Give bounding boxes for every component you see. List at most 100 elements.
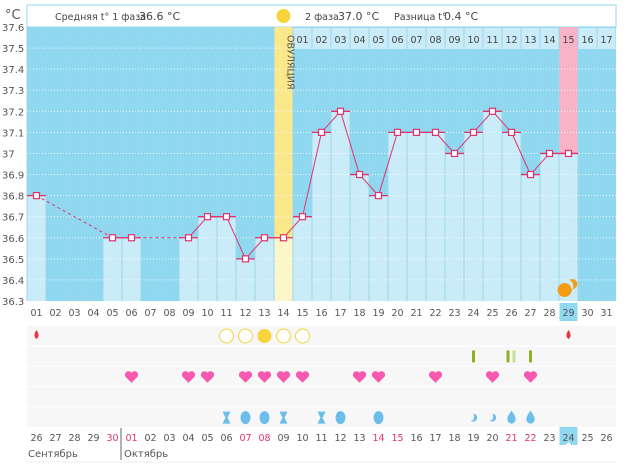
calendar-date-label: 12 bbox=[334, 433, 346, 444]
temperature-point bbox=[564, 149, 573, 158]
temperature-point bbox=[412, 128, 421, 136]
y-tick-label: 36.9 bbox=[2, 171, 24, 182]
calendar-date-label: 26 bbox=[30, 433, 42, 444]
phase2-day-cell bbox=[388, 28, 407, 49]
phase2-label: 2 фаза bbox=[305, 12, 339, 23]
heart-icon bbox=[523, 371, 538, 383]
temperature-point bbox=[336, 107, 345, 115]
heart-icon bbox=[276, 371, 291, 383]
cycle-day-label: 20 bbox=[391, 308, 403, 319]
mucus-creamy-icon bbox=[259, 411, 270, 425]
temperature-point bbox=[507, 128, 516, 136]
phase2-day-label: 03 bbox=[334, 35, 346, 46]
temperature-point bbox=[108, 234, 117, 242]
temperature-point bbox=[298, 213, 307, 221]
y-tick-label: 36.6 bbox=[2, 234, 24, 245]
calendar-date-label: 17 bbox=[429, 433, 441, 444]
phase2-day-label: 01 bbox=[296, 35, 308, 46]
temperature-point bbox=[260, 234, 269, 242]
calendar-date-label: 18 bbox=[448, 433, 460, 444]
cycle-day-label: 19 bbox=[372, 308, 384, 319]
calendar-date-label: 13 bbox=[353, 433, 365, 444]
cycle-day-label: 18 bbox=[353, 308, 365, 319]
cycle-day-label: 26 bbox=[505, 308, 517, 319]
today-date-cell bbox=[559, 427, 578, 445]
heart-icon bbox=[124, 371, 139, 383]
calendar-date-label: 22 bbox=[524, 433, 536, 444]
phase1-value: 36.6 °C bbox=[139, 10, 180, 23]
phase2-day-label: 09 bbox=[448, 35, 460, 46]
temperature-line-segment bbox=[378, 132, 398, 196]
y-tick-label: 36.7 bbox=[2, 213, 24, 224]
temperature-point bbox=[431, 128, 440, 136]
calendar-date-label: 19 bbox=[467, 433, 479, 444]
temperature-point bbox=[32, 192, 41, 200]
calendar-date-label: 24 bbox=[562, 433, 574, 444]
temperature-line-segment bbox=[226, 216, 246, 260]
ovulation-label: ОВУЛЯЦИЯ bbox=[285, 35, 296, 90]
phase2-day-cell bbox=[312, 28, 331, 49]
calendar-date-label: 11 bbox=[315, 433, 327, 444]
calendar-date-label: 01 bbox=[125, 433, 137, 444]
y-tick-label: 37 bbox=[2, 149, 15, 160]
ovulation-test-negative-icon bbox=[276, 328, 291, 344]
header-bar bbox=[26, 4, 617, 28]
calendar-date-label: 28 bbox=[68, 433, 80, 444]
phase2-day-label: 11 bbox=[486, 35, 498, 46]
symbol-row bbox=[27, 346, 616, 366]
phase2-day-label: 12 bbox=[505, 35, 517, 46]
y-tick-label: 37.5 bbox=[2, 44, 24, 55]
cycle-day-label: 10 bbox=[201, 308, 213, 319]
temperature-point bbox=[355, 170, 364, 179]
cycle-day-label: 03 bbox=[68, 308, 80, 319]
phase2-value: 37.0 °C bbox=[338, 10, 379, 23]
temperature-bar bbox=[350, 174, 369, 301]
phase2-day-cell bbox=[331, 28, 350, 49]
cycle-day-label: 06 bbox=[125, 308, 137, 319]
phase2-day-cell bbox=[559, 28, 578, 49]
sun-icon bbox=[276, 9, 291, 23]
cycle-day-label: 17 bbox=[334, 308, 346, 319]
temperature-line-segment bbox=[36, 195, 113, 239]
temperature-bar bbox=[521, 174, 540, 301]
cycle-day-label: 02 bbox=[49, 308, 61, 319]
cycle-day-label: 01 bbox=[30, 308, 42, 319]
heart-icon bbox=[352, 371, 367, 383]
cycle-day-label: 31 bbox=[600, 308, 612, 319]
calendar-date-label: 03 bbox=[163, 433, 175, 444]
y-tick-label: 37.3 bbox=[2, 86, 24, 97]
period-drop-icon bbox=[34, 330, 39, 339]
calendar-date-label: 25 bbox=[581, 433, 593, 444]
phase2-day-cell bbox=[502, 28, 521, 49]
temperature-point bbox=[317, 128, 326, 136]
temperature-point bbox=[526, 170, 535, 179]
calendar-date-label: 08 bbox=[258, 433, 270, 444]
diff-label: Разница t° bbox=[394, 12, 447, 23]
phase2-day-label: 13 bbox=[524, 35, 536, 46]
phase2-day-cell bbox=[293, 28, 312, 49]
calendar-date-label: 06 bbox=[220, 433, 232, 444]
moon-icon bbox=[557, 279, 578, 298]
cycle-day-label: 07 bbox=[144, 308, 156, 319]
heart-icon bbox=[181, 371, 196, 383]
phase2-day-cell bbox=[445, 28, 464, 49]
temperature-point bbox=[184, 234, 193, 242]
temperature-bar bbox=[179, 237, 198, 301]
phase2-day-cell bbox=[369, 28, 388, 49]
y-tick-label: 36.4 bbox=[2, 276, 24, 287]
cycle-day-label: 24 bbox=[467, 308, 479, 319]
cycle-day-label: 13 bbox=[258, 308, 270, 319]
phase2-day-label: 06 bbox=[391, 35, 403, 46]
calendar-date-label: 14 bbox=[372, 433, 384, 444]
ovulation-test-negative-icon bbox=[295, 328, 310, 344]
cycle-day-label: 27 bbox=[524, 308, 536, 319]
calendar-date-label: 20 bbox=[486, 433, 498, 444]
temperature-point bbox=[127, 234, 136, 242]
temperature-bar bbox=[274, 237, 293, 301]
temperature-bar bbox=[255, 237, 274, 301]
cycle-day-label: 09 bbox=[182, 308, 194, 319]
temperature-bar bbox=[445, 153, 464, 301]
phase2-day-label: 14 bbox=[543, 35, 555, 46]
phase2-day-label: 02 bbox=[315, 35, 327, 46]
calendar-date-label: 26 bbox=[600, 433, 612, 444]
